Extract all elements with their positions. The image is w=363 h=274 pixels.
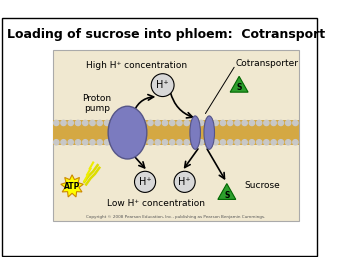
Text: High H⁺ concentration: High H⁺ concentration xyxy=(86,61,187,70)
Ellipse shape xyxy=(108,106,147,159)
Circle shape xyxy=(83,120,88,125)
Circle shape xyxy=(111,120,117,125)
Circle shape xyxy=(155,140,160,145)
Circle shape xyxy=(151,74,174,96)
Circle shape xyxy=(249,140,254,145)
FancyBboxPatch shape xyxy=(53,120,299,145)
Circle shape xyxy=(184,120,189,125)
Circle shape xyxy=(83,140,88,145)
Text: H⁺: H⁺ xyxy=(156,80,169,90)
Circle shape xyxy=(199,140,204,145)
Circle shape xyxy=(286,120,291,125)
Circle shape xyxy=(249,120,254,125)
Circle shape xyxy=(97,140,102,145)
Circle shape xyxy=(140,120,146,125)
Circle shape xyxy=(242,140,247,145)
Circle shape xyxy=(286,140,291,145)
Circle shape xyxy=(148,120,153,125)
Circle shape xyxy=(126,140,131,145)
Circle shape xyxy=(264,120,269,125)
Circle shape xyxy=(264,140,269,145)
Circle shape xyxy=(126,120,131,125)
Circle shape xyxy=(271,140,276,145)
Circle shape xyxy=(278,120,284,125)
Circle shape xyxy=(54,120,59,125)
Polygon shape xyxy=(230,76,248,92)
Text: Cotransporter: Cotransporter xyxy=(236,59,299,68)
Circle shape xyxy=(90,140,95,145)
Circle shape xyxy=(206,140,211,145)
Circle shape xyxy=(162,140,168,145)
Text: Low H⁺ concentration: Low H⁺ concentration xyxy=(107,199,205,209)
Text: Loading of sucrose into phloem:  Cotransport: Loading of sucrose into phloem: Cotransp… xyxy=(7,28,325,41)
Circle shape xyxy=(213,140,218,145)
FancyBboxPatch shape xyxy=(53,50,299,221)
Circle shape xyxy=(61,120,66,125)
Text: H⁺: H⁺ xyxy=(178,177,191,187)
Circle shape xyxy=(162,120,168,125)
Circle shape xyxy=(271,120,276,125)
Circle shape xyxy=(257,120,262,125)
Circle shape xyxy=(68,140,73,145)
Circle shape xyxy=(242,120,247,125)
Circle shape xyxy=(220,140,225,145)
Text: Sucrose: Sucrose xyxy=(244,181,280,190)
Text: H⁺: H⁺ xyxy=(139,177,151,187)
Circle shape xyxy=(148,140,153,145)
Text: Proton
pump: Proton pump xyxy=(82,94,111,113)
Text: S: S xyxy=(224,191,229,200)
Circle shape xyxy=(133,140,139,145)
FancyBboxPatch shape xyxy=(2,18,317,256)
Circle shape xyxy=(119,140,124,145)
Circle shape xyxy=(155,120,160,125)
Circle shape xyxy=(61,140,66,145)
Circle shape xyxy=(199,120,204,125)
Circle shape xyxy=(235,140,240,145)
Circle shape xyxy=(170,140,175,145)
Circle shape xyxy=(293,120,298,125)
Circle shape xyxy=(111,140,117,145)
Text: Copyright © 2008 Pearson Education, Inc., publishing as Pearson Benjamin Cumming: Copyright © 2008 Pearson Education, Inc.… xyxy=(86,215,265,219)
Circle shape xyxy=(177,120,182,125)
Circle shape xyxy=(140,140,146,145)
Circle shape xyxy=(191,140,197,145)
Ellipse shape xyxy=(190,116,200,149)
Circle shape xyxy=(206,120,211,125)
Circle shape xyxy=(104,140,110,145)
Circle shape xyxy=(68,120,73,125)
Circle shape xyxy=(170,120,175,125)
Circle shape xyxy=(135,171,156,192)
Circle shape xyxy=(76,140,81,145)
Circle shape xyxy=(90,120,95,125)
Circle shape xyxy=(228,140,233,145)
Circle shape xyxy=(257,140,262,145)
Text: ATP: ATP xyxy=(64,182,80,191)
Circle shape xyxy=(76,120,81,125)
Circle shape xyxy=(97,120,102,125)
Circle shape xyxy=(133,120,139,125)
Circle shape xyxy=(119,120,124,125)
Circle shape xyxy=(228,120,233,125)
Circle shape xyxy=(213,120,218,125)
Text: S: S xyxy=(236,84,242,92)
Polygon shape xyxy=(61,175,83,197)
Circle shape xyxy=(235,120,240,125)
Circle shape xyxy=(104,120,110,125)
Circle shape xyxy=(278,140,284,145)
Circle shape xyxy=(177,140,182,145)
Circle shape xyxy=(54,140,59,145)
Circle shape xyxy=(191,120,197,125)
Circle shape xyxy=(174,171,195,192)
Circle shape xyxy=(220,120,225,125)
Polygon shape xyxy=(218,184,236,199)
Circle shape xyxy=(293,140,298,145)
Ellipse shape xyxy=(204,116,215,149)
Circle shape xyxy=(184,140,189,145)
